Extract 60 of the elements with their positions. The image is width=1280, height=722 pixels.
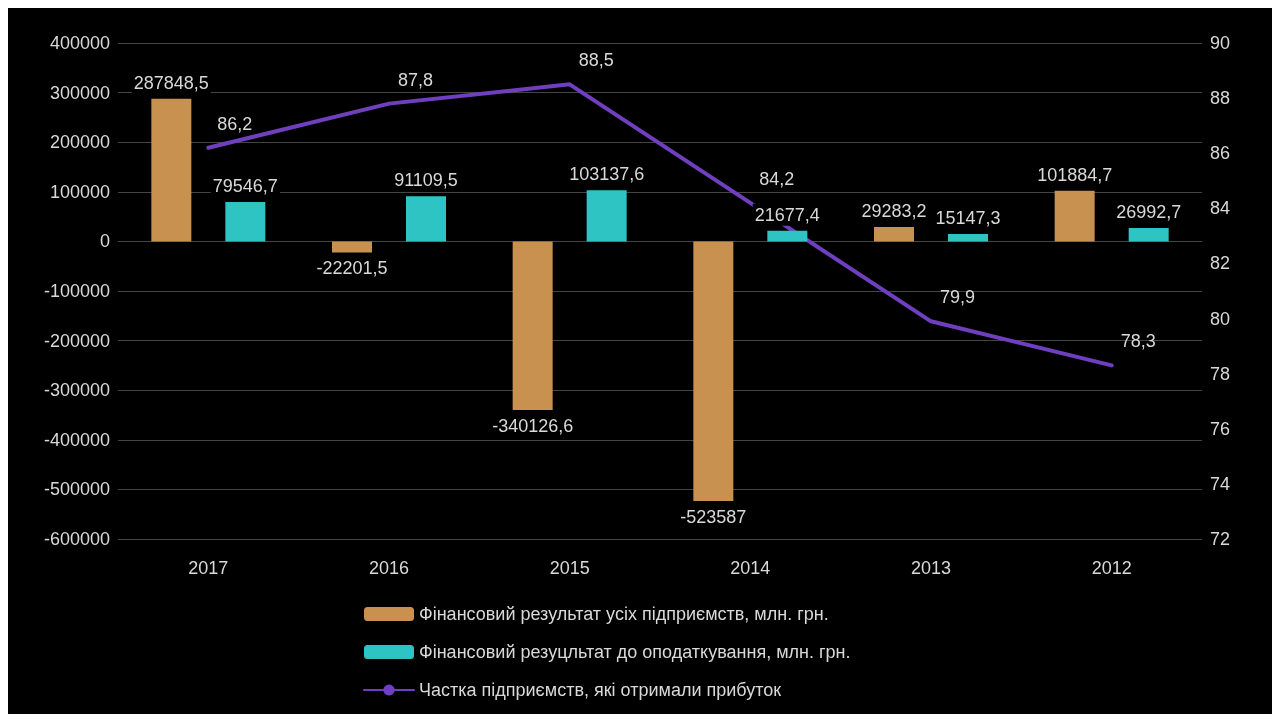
- y2-tick-label: 86: [1210, 143, 1231, 164]
- bar: [693, 241, 734, 502]
- y-tick-label: -500000: [43, 479, 110, 500]
- data-label: 79,9: [940, 287, 976, 308]
- y2-tick-label: 84: [1210, 198, 1231, 219]
- data-label: 88,5: [578, 50, 614, 71]
- bar: [225, 201, 266, 242]
- bar: [767, 230, 808, 242]
- bar: [874, 226, 914, 242]
- data-label: 78,3: [1120, 331, 1156, 352]
- x-tick-label: 2014: [730, 558, 771, 578]
- bar: [1128, 228, 1169, 242]
- y2-tick-label: 72: [1210, 529, 1231, 549]
- y2-tick-label: 78: [1210, 363, 1231, 384]
- x-tick-label: 2016: [368, 558, 410, 578]
- y2-tick-label: 90: [1210, 33, 1231, 53]
- y2-tick-label: 74: [1210, 473, 1231, 494]
- y-tick-label: 300000: [49, 82, 110, 103]
- legend-label: Фінансовий результат усіх підприємств, млн. грн.: [419, 604, 829, 624]
- x-tick-label: 2015: [549, 558, 590, 578]
- y2-tick-label: 82: [1210, 253, 1231, 274]
- y-tick-label: -600000: [43, 529, 110, 549]
- x-tick-label: 2013: [910, 558, 952, 578]
- data-label: 287848,5: [133, 72, 209, 93]
- x-tick-label: 2017: [188, 558, 229, 578]
- data-label: 26992,7: [1116, 202, 1182, 223]
- bar: [406, 196, 446, 242]
- data-label: 15147,3: [935, 207, 1001, 228]
- bar: [586, 190, 627, 242]
- y-tick-label: -200000: [43, 330, 110, 351]
- legend-label: Фінансовий резуцльтат до оподаткування, млн. грн.: [419, 642, 851, 662]
- y-tick-label: 400000: [49, 33, 110, 53]
- data-label: 86,2: [217, 113, 253, 134]
- x-tick-label: 2012: [1091, 558, 1132, 578]
- y2-tick-label: 80: [1210, 308, 1231, 329]
- y-tick-label: 100000: [49, 181, 110, 202]
- bar: [948, 233, 988, 242]
- data-label: 84,2: [759, 168, 795, 189]
- y2-tick-label: 76: [1210, 418, 1231, 439]
- data-label: -523587: [680, 507, 747, 528]
- data-label: 91109,5: [394, 170, 458, 191]
- bar: [512, 241, 553, 411]
- data-label: 21677,4: [754, 204, 820, 225]
- y-tick-label: -400000: [43, 429, 110, 450]
- data-label: 29283,2: [861, 200, 927, 221]
- bar: [332, 241, 372, 253]
- y-tick-label: 0: [99, 231, 110, 252]
- y-tick-label: -300000: [43, 380, 110, 401]
- bar: [1054, 190, 1095, 242]
- data-label: 101884,7: [1037, 164, 1113, 185]
- y2-tick-label: 88: [1210, 88, 1231, 109]
- legend-label: Частка підприємств, які отримали прибуток: [419, 680, 782, 700]
- data-label: -22201,5: [316, 258, 388, 279]
- y-tick-label: 200000: [49, 132, 110, 153]
- y-tick-label: -100000: [43, 281, 110, 301]
- data-label: 79546,7: [212, 175, 278, 196]
- data-label: 103137,6: [569, 164, 645, 185]
- data-label: -340126,6: [492, 416, 574, 437]
- data-label: 87,8: [398, 69, 434, 90]
- bar: [151, 98, 192, 242]
